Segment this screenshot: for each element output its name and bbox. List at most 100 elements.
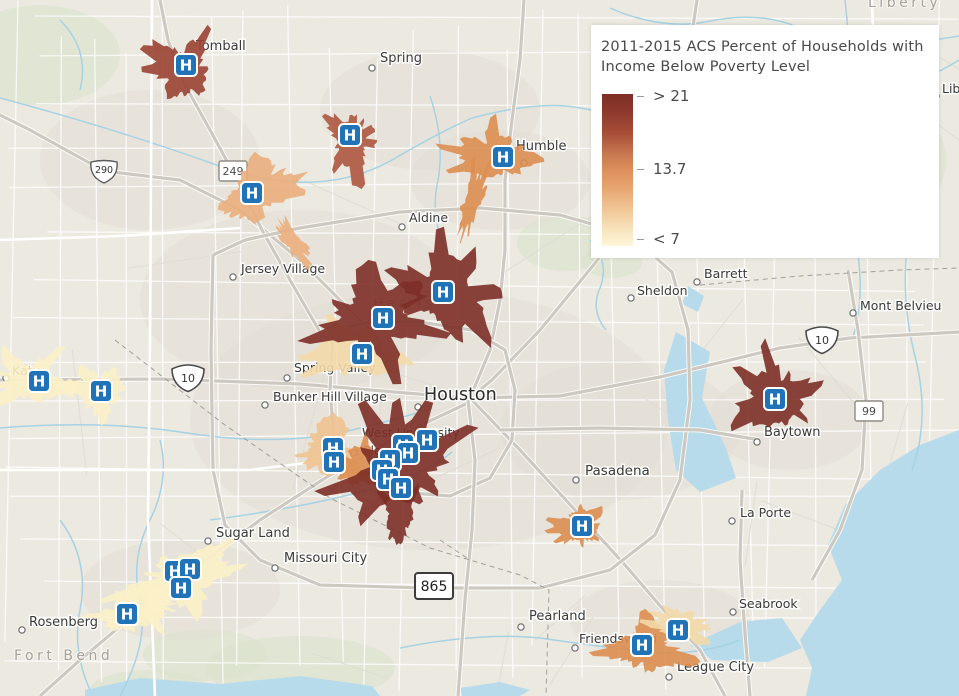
hospital-icon <box>115 602 139 626</box>
beltway-shield-shape <box>414 572 454 600</box>
highway <box>810 269 868 581</box>
minor-road <box>286 5 301 666</box>
minor-road <box>744 481 758 566</box>
minor-road <box>127 250 242 269</box>
shields-layer: 290 249 10 10 99 865 <box>90 159 884 600</box>
city-dot <box>572 476 580 484</box>
minor-road <box>4 660 944 671</box>
hospital-marker[interactable]: H <box>322 450 346 474</box>
hospital-icon-glyph: H <box>246 185 259 203</box>
hospital-icon <box>763 387 787 411</box>
hospital-marker[interactable]: H <box>371 306 395 330</box>
minor-road <box>534 595 586 641</box>
water-body <box>85 676 380 696</box>
hospital-icon <box>89 379 113 403</box>
hospital-marker[interactable]: H <box>240 181 264 205</box>
city-label: Mont Belvieu <box>860 298 941 313</box>
city-dot <box>753 438 761 446</box>
shield-number: 99 <box>862 405 876 418</box>
hospital-marker[interactable]: H <box>431 280 455 304</box>
legend-gradient-bar <box>602 94 633 247</box>
poverty-service-area[interactable] <box>435 113 545 179</box>
city-label: Barrett <box>704 266 748 281</box>
city-dot <box>398 223 406 231</box>
hospital-icon-glyph: H <box>184 561 197 579</box>
poverty-service-area[interactable] <box>730 338 824 432</box>
hospital-marker[interactable]: H <box>630 633 654 657</box>
city-label: Houston <box>424 385 497 405</box>
hospital-marker[interactable]: H <box>570 514 594 538</box>
hospital-icon <box>666 618 690 642</box>
city-dot <box>627 294 635 302</box>
stream <box>59 519 91 691</box>
hospital-marker[interactable]: H <box>491 145 515 169</box>
water-body <box>800 430 959 696</box>
city-dot <box>18 626 26 634</box>
legend-max-tick: > 21 <box>637 86 837 106</box>
hospital-marker[interactable]: H <box>396 441 420 465</box>
legend-title: 2011-2015 ACS Percent of Households with… <box>601 39 924 75</box>
city-label: Humble <box>516 139 567 154</box>
hospitals-layer: HHHHHHHHHHHHHHHHHHHHHHHHHH <box>27 53 787 657</box>
minor-road <box>9 429 959 440</box>
city-label: Liberty <box>942 81 959 96</box>
hospital-icon <box>27 369 51 393</box>
minor-road <box>10 361 926 364</box>
hospital-icon <box>338 123 362 147</box>
hospital-marker[interactable]: H <box>415 428 439 452</box>
state-shield-shape <box>854 400 884 422</box>
minor-road <box>71 349 88 476</box>
hospital-marker[interactable]: H <box>389 476 413 500</box>
minor-road <box>797 335 866 418</box>
city-dot <box>693 278 701 286</box>
hospital-icon <box>431 280 455 304</box>
green-area <box>0 5 120 105</box>
poverty-service-area[interactable] <box>275 214 313 272</box>
city-dot <box>261 401 269 409</box>
minor-road <box>33 278 915 293</box>
minor-road <box>30 616 942 619</box>
poverty-service-area[interactable] <box>456 142 498 244</box>
city-label: Rosenberg <box>29 615 98 630</box>
water-body <box>682 286 704 312</box>
hospital-icon-glyph: H <box>769 391 782 409</box>
minor-road <box>292 373 326 490</box>
hospital-icon <box>174 53 198 77</box>
hospital-marker[interactable]: H <box>338 123 362 147</box>
minor-road <box>496 631 509 696</box>
hospital-icon <box>570 514 594 538</box>
tick-mark <box>637 168 644 170</box>
city-dot <box>571 644 579 652</box>
hospital-icon-glyph: H <box>377 310 390 328</box>
stream <box>0 407 433 441</box>
highway-shield: 865 <box>414 572 454 600</box>
shield-number: 865 <box>421 579 448 595</box>
hospital-marker[interactable]: H <box>350 342 374 366</box>
hospital-marker[interactable]: H <box>666 618 690 642</box>
hospital-marker[interactable]: H <box>115 602 139 626</box>
legend-mid-tick: 13.7 <box>637 159 837 179</box>
shield-number: 10 <box>181 372 195 385</box>
city-dot <box>728 517 736 525</box>
boundaries-layer <box>114 267 959 696</box>
hospital-marker[interactable]: H <box>174 53 198 77</box>
poverty-service-area[interactable] <box>321 113 378 190</box>
city-dot <box>368 64 376 72</box>
shield-number: 290 <box>95 165 113 176</box>
hospital-marker[interactable]: H <box>169 576 193 600</box>
hospital-marker[interactable]: H <box>89 379 113 403</box>
hospital-icon <box>371 306 395 330</box>
minor-road <box>761 500 837 530</box>
hospital-icon <box>169 576 193 600</box>
hospital-icon-glyph: H <box>402 445 415 463</box>
stream <box>59 19 84 91</box>
stream <box>119 439 165 696</box>
minor-road <box>577 13 583 678</box>
hospital-icon-glyph: H <box>175 580 188 598</box>
hospital-marker[interactable]: H <box>27 369 51 393</box>
poverty-service-area[interactable] <box>376 460 420 545</box>
hospital-marker[interactable]: H <box>763 387 787 411</box>
hospital-icon <box>389 476 413 500</box>
city-label: Pearland <box>529 609 586 624</box>
hospital-icon-glyph: H <box>33 373 46 391</box>
